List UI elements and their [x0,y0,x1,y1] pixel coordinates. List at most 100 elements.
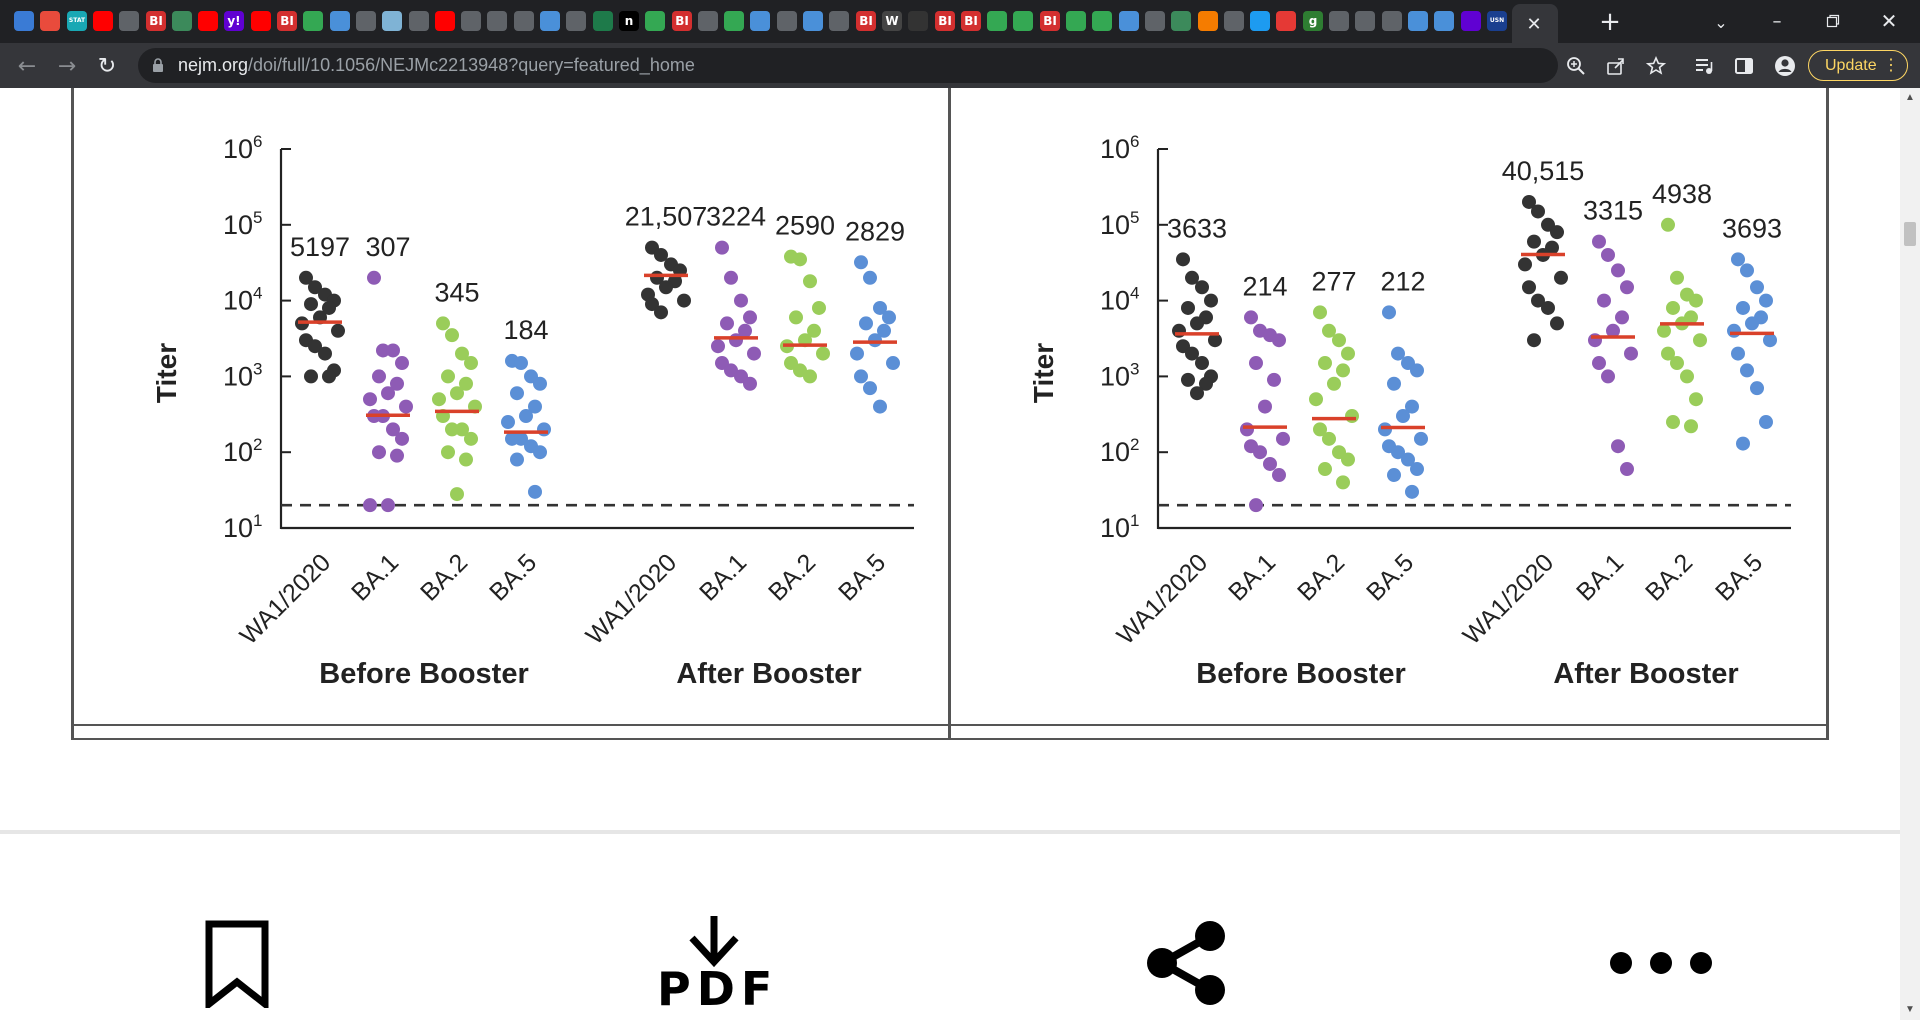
article-action-bar: PDF [0,830,1900,1020]
generic-page-icon[interactable] [1382,11,1402,31]
play-icon[interactable] [1013,11,1033,31]
podcast-icon[interactable] [1276,11,1296,31]
data-point [1240,422,1254,437]
generic-page-icon[interactable] [461,11,481,31]
y-tick-exponent: 4 [1130,284,1139,303]
search-icon[interactable] [803,11,823,31]
wsj-icon[interactable]: W [882,11,902,31]
video-icon[interactable] [1224,11,1244,31]
back-button[interactable]: ← [17,53,37,79]
data-point [1611,263,1625,278]
search-icon[interactable] [1434,11,1454,31]
business-insider-icon[interactable]: BI [856,11,876,31]
data-point [450,386,464,401]
business-insider-icon[interactable]: BI [146,11,166,31]
video-icon[interactable] [829,11,849,31]
search-icon[interactable] [1408,11,1428,31]
data-point [789,310,803,325]
tab-close-icon[interactable]: ✕ [1526,13,1542,35]
data-point [331,323,345,338]
stat-icon[interactable]: STAT [67,11,87,31]
generic-page-icon[interactable] [409,11,429,31]
globe-icon[interactable] [172,11,192,31]
generic-page-icon[interactable] [698,11,718,31]
scroll-thumb[interactable] [1904,222,1916,246]
generic-page-icon[interactable] [119,11,139,31]
scroll-down-icon[interactable]: ▼ [1905,1004,1915,1015]
side-panel-icon[interactable] [1734,56,1754,76]
yahoo-mail-icon[interactable] [1461,11,1481,31]
address-bar[interactable]: nejm.org/doi/full/10.1056/NEJMc2213948?q… [138,48,1666,83]
shield-icon[interactable] [750,11,770,31]
restore-button[interactable] [1818,6,1848,36]
generic-page-icon[interactable] [777,11,797,31]
update-button[interactable]: Update ⋮ [1808,50,1908,81]
profile-icon[interactable] [1774,55,1796,77]
generic-page-icon[interactable] [487,11,507,31]
business-insider-icon[interactable]: BI [277,11,297,31]
y-tick-label: 102 [223,435,263,467]
data-point [1185,270,1199,285]
play-icon[interactable] [724,11,744,31]
play-icon[interactable] [645,11,665,31]
search-icon[interactable] [540,11,560,31]
usnews-icon[interactable]: USN [1487,11,1507,31]
page-scrollbar[interactable]: ▲ ▼ [1900,88,1920,1020]
search-icon[interactable] [1119,11,1139,31]
reload-button[interactable]: ↻ [97,53,117,79]
share-icon[interactable] [1144,918,1230,1008]
scroll-up-icon[interactable]: ▲ [1905,92,1915,103]
bookmark-star-icon[interactable] [1646,56,1666,76]
play-icon[interactable] [987,11,1007,31]
shield-icon[interactable] [330,11,350,31]
globe-icon[interactable] [14,11,34,31]
more-icon[interactable] [1608,950,1714,976]
bookmark-icon[interactable] [205,920,269,1008]
minimize-button[interactable]: – [1772,10,1782,32]
twitter-icon[interactable] [1250,11,1270,31]
youtube-icon[interactable] [435,11,455,31]
play-icon[interactable] [1092,11,1112,31]
generic-page-icon[interactable] [1145,11,1165,31]
video-icon[interactable] [514,11,534,31]
youtube-icon[interactable] [251,11,271,31]
generic-page-icon[interactable] [1355,11,1375,31]
notion-icon[interactable]: n [619,11,639,31]
data-point [715,240,729,255]
generic-page-icon[interactable] [908,11,928,31]
menu-kebab-icon[interactable]: ⋮ [1883,57,1899,74]
pdf-download-button[interactable]: PDF [657,914,772,1016]
g-icon[interactable]: g [1303,11,1323,31]
play-icon[interactable] [303,11,323,31]
data-point [1620,280,1634,295]
data-point [1410,462,1424,477]
starbucks-icon[interactable] [593,11,613,31]
y-tick-exponent: 4 [253,284,262,303]
play-icon[interactable] [1066,11,1086,31]
forward-button[interactable]: → [57,53,77,79]
business-insider-icon[interactable]: BI [935,11,955,31]
tab-search-icon[interactable]: ⌄ [1714,12,1728,32]
youtube-icon[interactable] [198,11,218,31]
video-icon[interactable] [356,11,376,31]
url-text[interactable]: nejm.org/doi/full/10.1056/NEJMc2213948?q… [178,48,695,83]
data-point [1208,333,1222,348]
generic-page-icon[interactable] [1329,11,1349,31]
youtube-icon[interactable] [93,11,113,31]
pinwheel-icon[interactable] [40,11,60,31]
business-insider-icon[interactable]: BI [1040,11,1060,31]
business-insider-icon[interactable]: BI [961,11,981,31]
share-page-icon[interactable] [1606,56,1626,76]
close-window-button[interactable]: ✕ [1880,9,1898,33]
image-icon[interactable] [382,11,402,31]
globe-icon[interactable] [1171,11,1191,31]
tab-list: STAT BI y! BI n BI BI W BI BI BI g USN [0,0,1550,43]
bookmark-icon[interactable] [1198,11,1218,31]
generic-page-icon[interactable] [566,11,586,31]
active-tab[interactable]: ✕ [1512,4,1558,43]
yahoo-icon[interactable]: y! [224,11,244,31]
zoom-icon[interactable] [1566,56,1586,76]
business-insider-icon[interactable]: BI [672,11,692,31]
new-tab-button[interactable]: + [1599,7,1621,37]
media-queue-icon[interactable] [1694,56,1714,76]
